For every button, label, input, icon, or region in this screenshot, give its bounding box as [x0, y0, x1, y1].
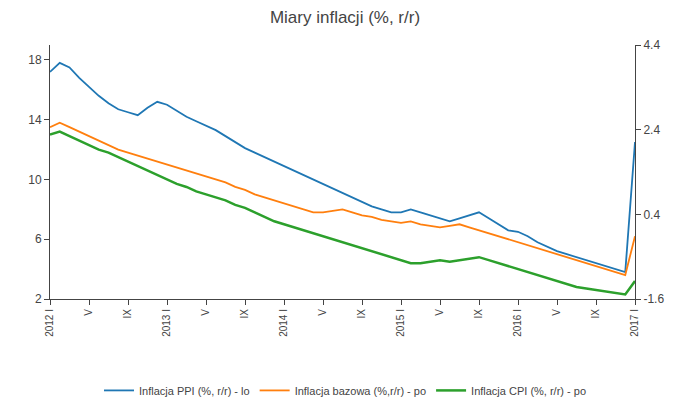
svg-text:Inflacja bazowa (%,r/r) - po: Inflacja bazowa (%,r/r) - po	[295, 385, 426, 397]
svg-text:2015 I: 2015 I	[395, 309, 406, 337]
svg-text:4.4: 4.4	[643, 38, 660, 52]
svg-text:-1.6: -1.6	[643, 292, 664, 306]
svg-text:10: 10	[28, 173, 42, 187]
svg-text:2012 I: 2012 I	[44, 309, 55, 337]
svg-text:V: V	[83, 309, 94, 316]
svg-text:Miary inflacji (%, r/r): Miary inflacji (%, r/r)	[270, 8, 420, 27]
svg-text:V: V	[551, 309, 562, 316]
svg-text:V: V	[434, 309, 445, 316]
svg-text:IX: IX	[122, 309, 133, 319]
svg-text:IX: IX	[473, 309, 484, 319]
svg-text:IX: IX	[590, 309, 601, 319]
svg-text:IX: IX	[356, 309, 367, 319]
svg-text:2.4: 2.4	[643, 123, 660, 137]
svg-text:2016 I: 2016 I	[512, 309, 523, 337]
svg-text:V: V	[200, 309, 211, 316]
svg-text:18: 18	[28, 53, 42, 67]
svg-text:2013 I: 2013 I	[161, 309, 172, 337]
svg-text:Inflacja PPI (%, r/r) - lo: Inflacja PPI (%, r/r) - lo	[139, 385, 250, 397]
svg-text:6: 6	[35, 232, 42, 246]
svg-text:14: 14	[28, 113, 42, 127]
svg-text:2014 I: 2014 I	[278, 309, 289, 337]
svg-text:2017 I: 2017 I	[629, 309, 640, 337]
svg-text:V: V	[317, 309, 328, 316]
svg-text:Inflacja CPI (%, r/r) - po: Inflacja CPI (%, r/r) - po	[471, 385, 586, 397]
svg-text:0.4: 0.4	[643, 208, 660, 222]
svg-text:IX: IX	[239, 309, 250, 319]
svg-text:2: 2	[35, 292, 42, 306]
